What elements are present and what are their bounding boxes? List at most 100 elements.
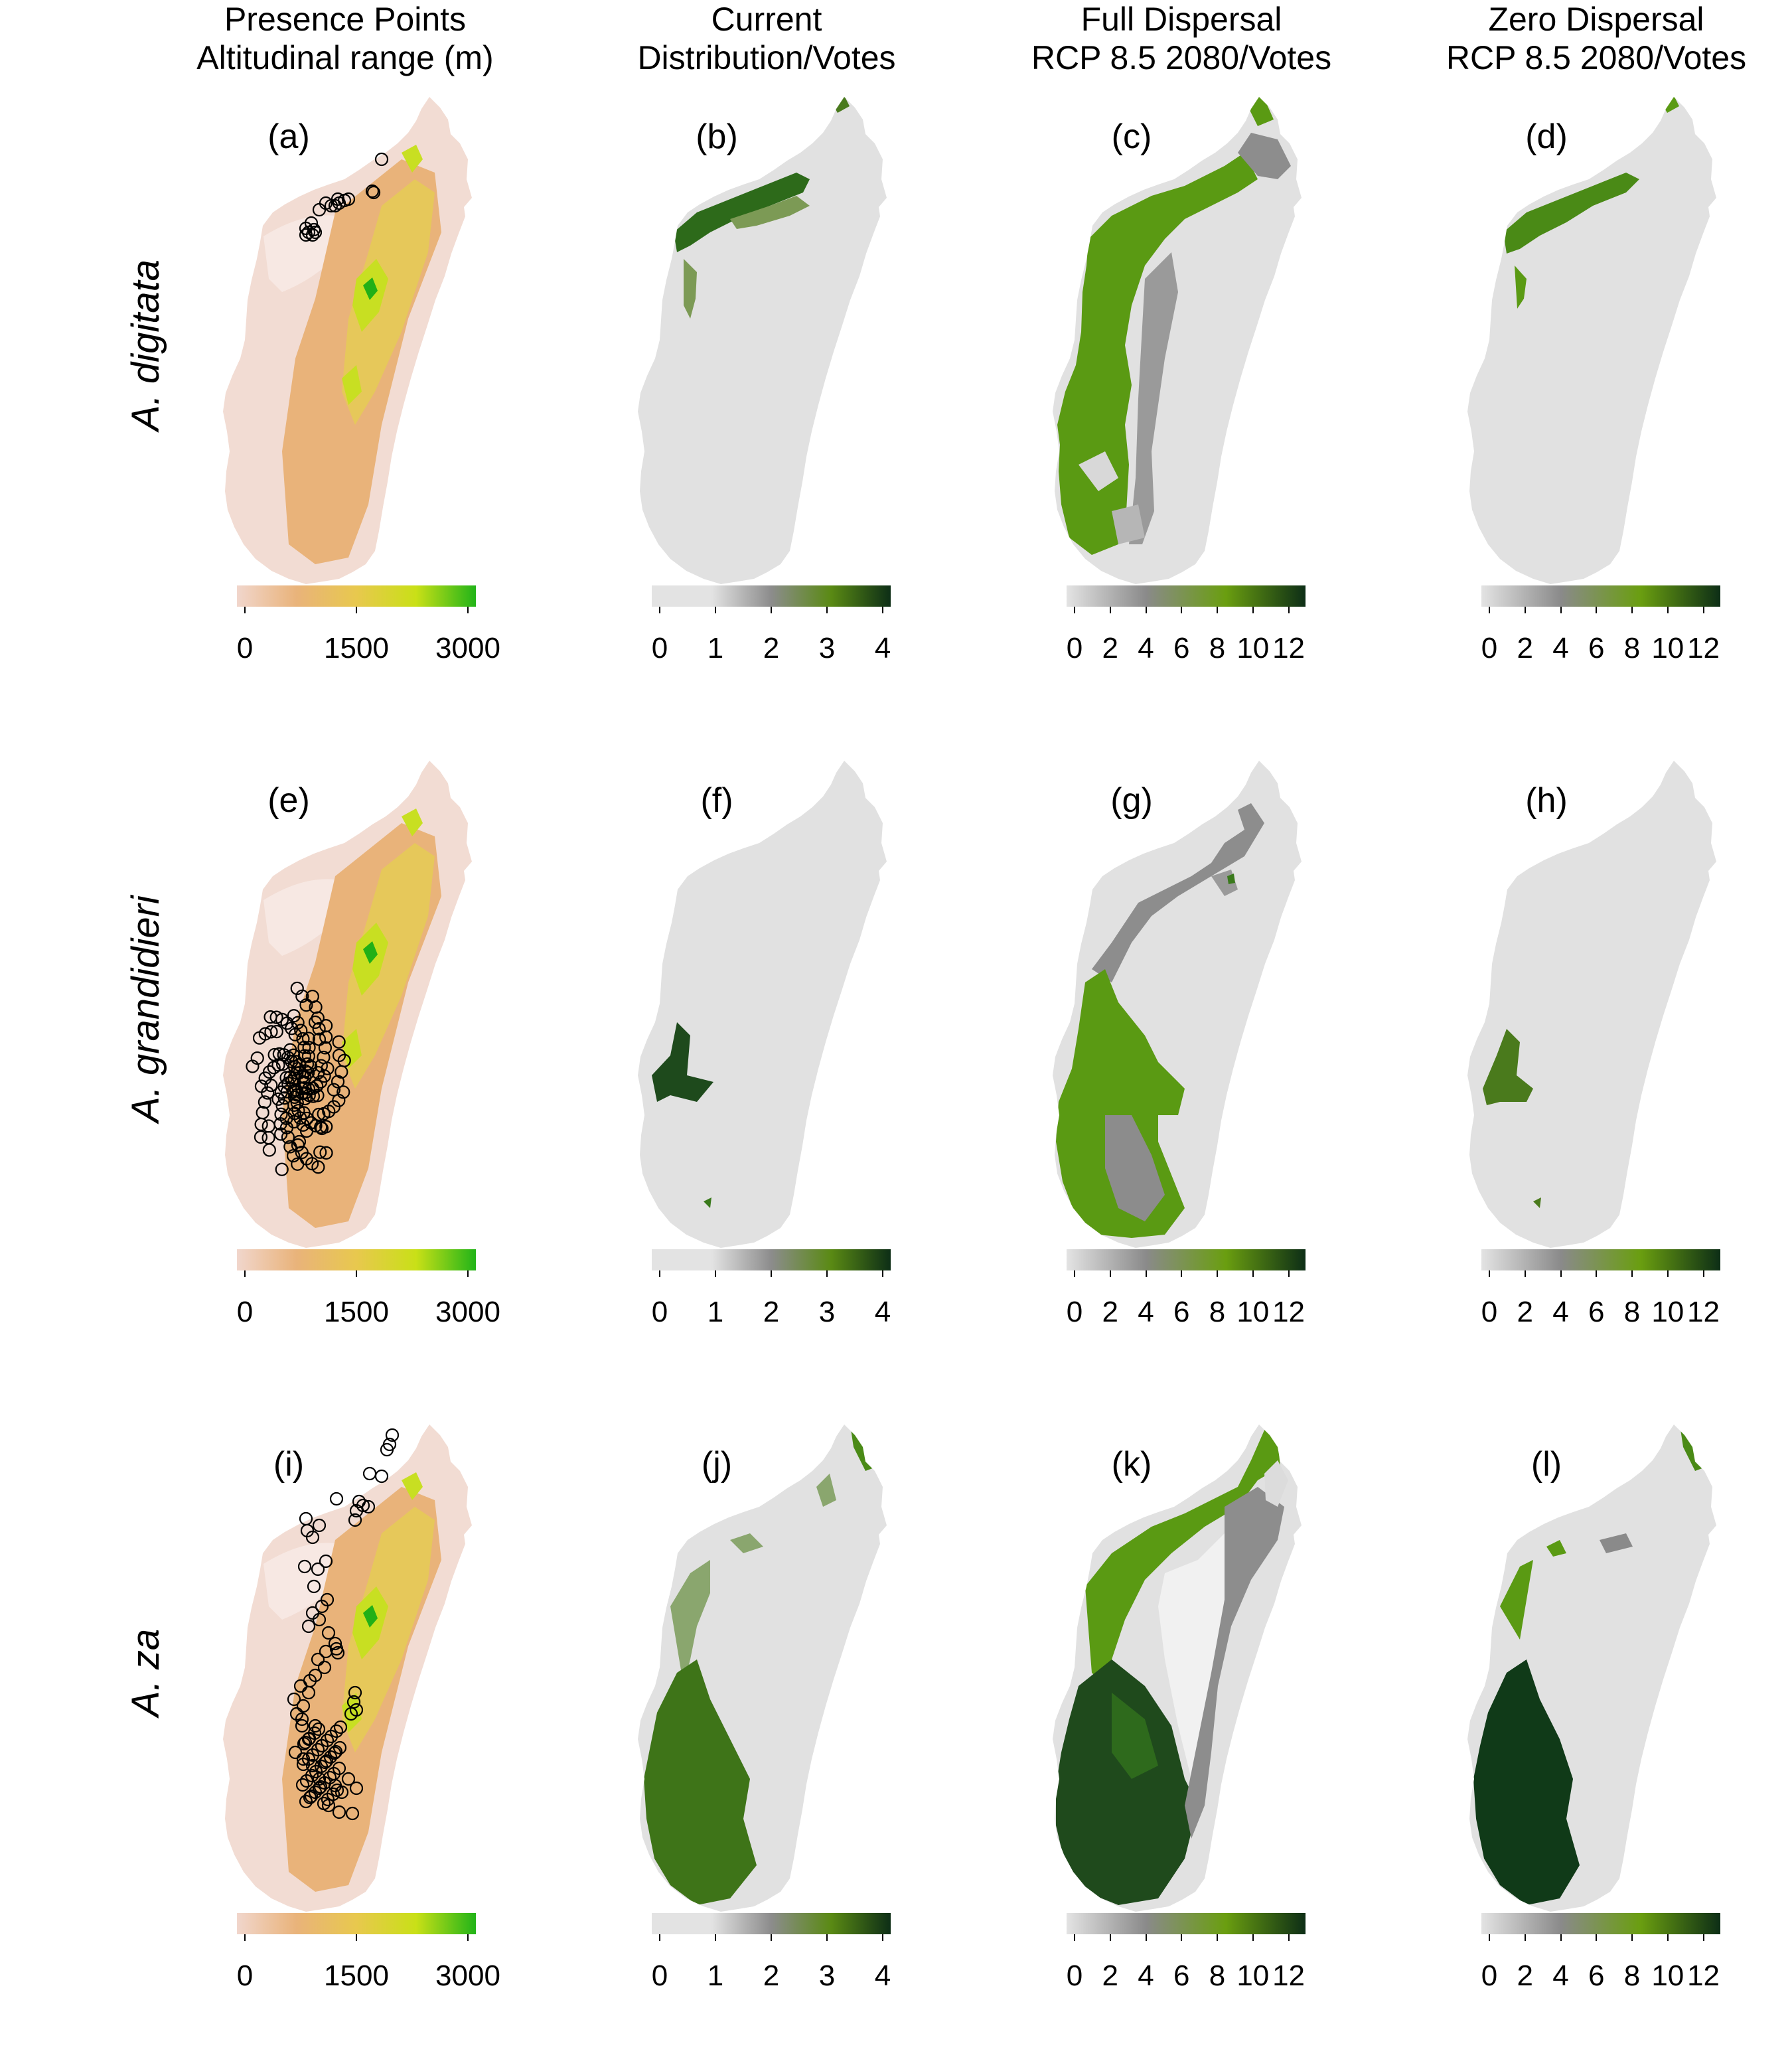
legend-tickmark <box>1181 607 1183 613</box>
legend-tickmark <box>1596 1270 1598 1277</box>
legend-tickmark <box>1489 1270 1490 1277</box>
legend-tickmark <box>771 607 772 613</box>
presence-point <box>287 1009 301 1023</box>
presence-point <box>327 1766 341 1781</box>
presence-point <box>254 1130 268 1144</box>
legend-tick-label: 4 <box>874 632 891 664</box>
map-region <box>1546 1540 1566 1557</box>
legend-tick-label: 0 <box>1066 632 1083 664</box>
presence-point <box>318 1755 333 1770</box>
distribution-layer <box>674 97 850 319</box>
map-region <box>363 1605 378 1628</box>
map-region <box>1500 1560 1533 1640</box>
legend-tickmark <box>1489 607 1490 613</box>
presence-point <box>311 1065 325 1080</box>
legend-tickmark <box>1667 607 1669 613</box>
presence-point <box>314 1075 328 1089</box>
presence-points <box>287 1428 400 1821</box>
panel-letter: (l) <box>1531 1445 1562 1484</box>
presence-point <box>344 1707 358 1721</box>
presence-point <box>317 1660 332 1675</box>
column-title-2: Current Distribution/Votes <box>554 0 979 77</box>
column-title-line1: Zero Dispersal <box>1488 1 1704 38</box>
presence-point <box>292 1134 307 1149</box>
legend-colorbar <box>1481 585 1720 607</box>
legend-tick-label: 6 <box>1588 1959 1605 1992</box>
legend-tick-label: 2 <box>1517 1959 1533 1992</box>
legend-tickmark <box>1560 1270 1562 1277</box>
legend-tick-label: 10 <box>1651 1959 1684 1992</box>
madagascar-map <box>1467 1424 1716 1912</box>
presence-point <box>290 1096 304 1110</box>
map-panel: (a) 0 1500 3000 <box>183 80 581 743</box>
legend-tick-label: 12 <box>1687 1296 1720 1328</box>
presence-point <box>305 228 320 242</box>
map-region <box>730 196 810 229</box>
legend-colorbar <box>1481 1249 1720 1270</box>
madagascar-map <box>1053 761 1302 1248</box>
map-region <box>263 1543 340 1620</box>
species-label: A. digitata <box>124 260 167 431</box>
map-region <box>1600 1533 1633 1553</box>
presence-point <box>295 1712 309 1726</box>
map-region <box>730 1533 763 1553</box>
presence-points <box>246 981 351 1176</box>
map-region <box>1473 1659 1580 1905</box>
presence-point <box>312 1518 327 1533</box>
legend-tick-label: 4 <box>874 1959 891 1992</box>
presence-point <box>288 1745 303 1760</box>
legend-tickmark <box>1596 607 1598 613</box>
legend-tick-label: 8 <box>1623 1959 1641 1992</box>
presence-point <box>287 1114 301 1129</box>
map-region <box>342 365 362 405</box>
presence-point <box>311 1652 325 1667</box>
presence-point <box>296 1752 311 1766</box>
legend-tickmark <box>882 1270 883 1277</box>
presence-point <box>311 1722 326 1736</box>
legend-tick-label: 1 <box>707 632 724 664</box>
legend-tick-label: 0 <box>236 632 254 664</box>
map-region <box>1533 1197 1541 1208</box>
legend-tick-label: 4 <box>1552 632 1569 664</box>
legend-tickmark <box>826 1934 828 1941</box>
legend-tick-label: 1 <box>707 1296 724 1328</box>
legend-tickmark <box>1596 1934 1598 1941</box>
presence-point <box>319 1554 333 1569</box>
distribution-layer <box>263 1472 441 1892</box>
presence-point <box>315 1599 329 1614</box>
presence-point <box>290 1088 304 1102</box>
island-shape <box>638 97 887 584</box>
presence-point <box>301 1049 316 1063</box>
map-region <box>644 1659 757 1905</box>
legend-tick-label: 2 <box>1102 632 1118 664</box>
presence-point <box>321 1626 336 1640</box>
presence-point <box>299 1794 313 1809</box>
legend-tickmark <box>715 607 716 613</box>
legend-tick-label: 2 <box>1517 632 1533 664</box>
presence-point <box>328 1636 342 1651</box>
presence-point <box>293 1679 308 1693</box>
map-region <box>402 1472 423 1500</box>
map-region <box>1129 252 1178 544</box>
presence-point <box>312 1107 326 1122</box>
map-panel: (k) 0 2 4 6 8 10 12 <box>1012 1407 1410 2071</box>
legend-tickmark <box>244 1270 246 1277</box>
island-shape <box>1467 97 1716 584</box>
legend-tick-label: 3000 <box>435 1296 500 1328</box>
presence-point <box>331 1075 345 1089</box>
legend-tick-label: 4 <box>1552 1296 1569 1328</box>
presence-point <box>312 1781 327 1796</box>
legend-tickmark <box>1109 1270 1111 1277</box>
madagascar-map <box>223 1424 472 1912</box>
presence-point <box>281 1130 295 1144</box>
madagascar-map <box>1053 1424 1302 1912</box>
legend-colorbar <box>652 1913 891 1934</box>
presence-point <box>312 1032 327 1046</box>
presence-point <box>290 1066 304 1080</box>
map-region <box>263 879 340 956</box>
madagascar-map <box>1467 761 1716 1248</box>
madagascar-map <box>223 761 472 1248</box>
legend-tickmark <box>244 1934 246 1941</box>
presence-point <box>264 1025 278 1039</box>
map-region <box>670 1560 710 1686</box>
